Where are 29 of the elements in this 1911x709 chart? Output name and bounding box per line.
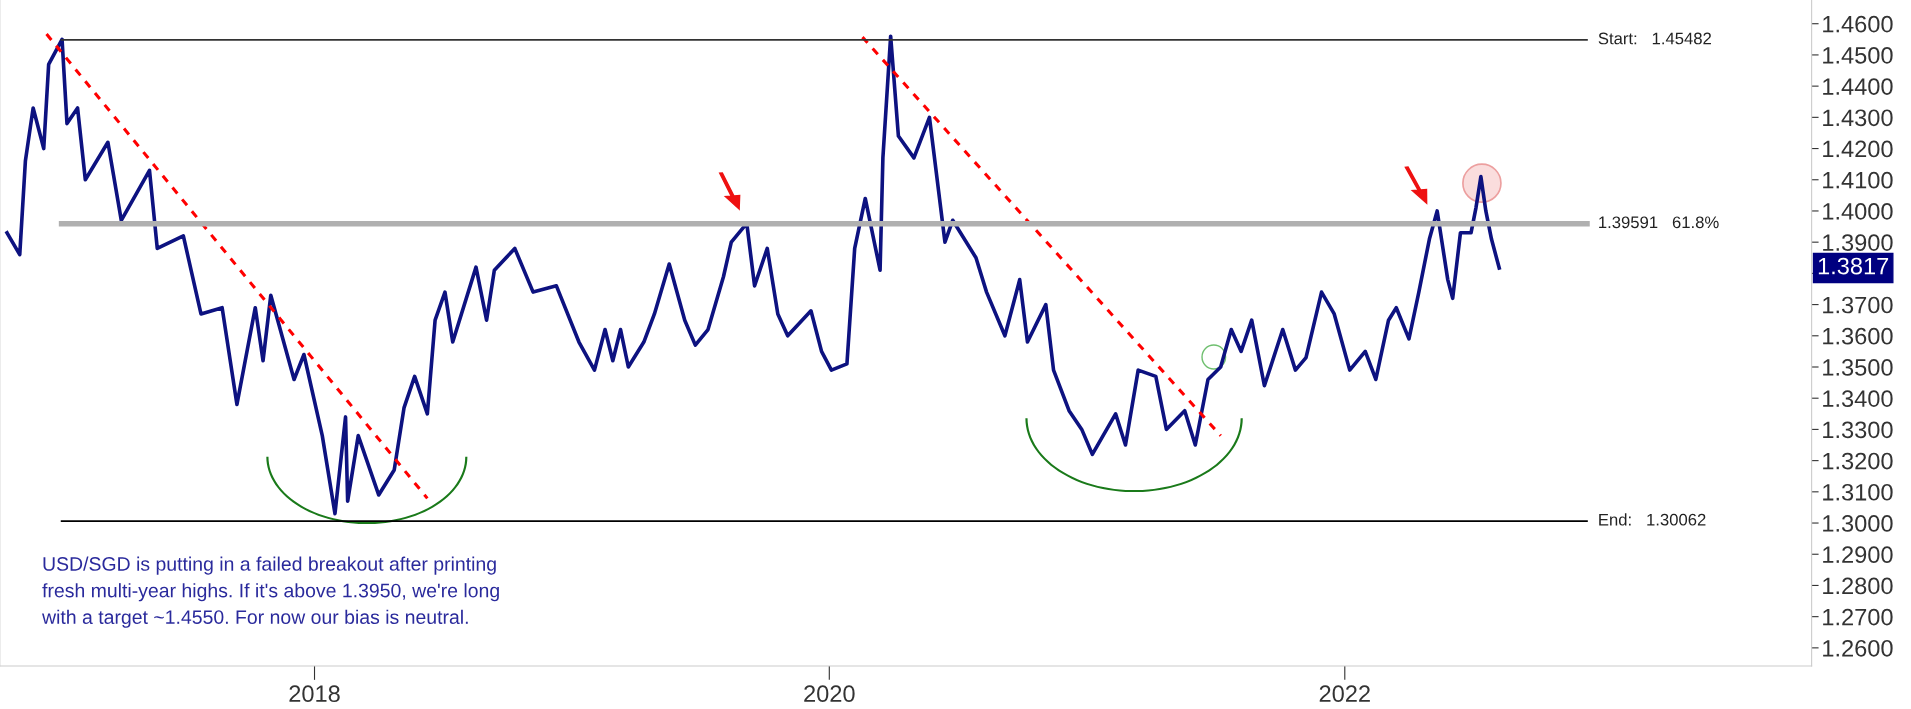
- y-tick-label: 1.4400: [1823, 78, 1893, 95]
- y-tick-label: 1.2700: [1823, 608, 1893, 626]
- ref-line-label: End: 1.30062: [1599, 513, 1706, 526]
- y-tick-label: 1.4600: [1823, 15, 1893, 33]
- line-series: [5, 34, 1502, 516]
- y-tick-label: 1.3700: [1823, 296, 1893, 314]
- y-tick-label: 1.2900: [1823, 546, 1893, 564]
- annotation: USD/SGD is putting in a failed breakout after printing fresh multi-year highs. If it's above 1.3950, we're long with a target ~1.4550. For now our bias is neutral.: [42, 556, 499, 628]
- y-tick-label: 1.3500: [1823, 359, 1893, 376]
- x-tick-label: 2018: [289, 685, 340, 703]
- ref-line-label: 1.39591 61.8%: [1599, 216, 1719, 229]
- x-tick-label: 2020: [804, 685, 855, 703]
- y-tick-label: 1.4200: [1823, 140, 1893, 158]
- y-tick-label: 1.4000: [1823, 203, 1893, 220]
- y-tick-label: 1.3000: [1823, 515, 1893, 532]
- y-tick-label: 1.4100: [1823, 171, 1893, 189]
- y-tick-label: 1.3100: [1823, 483, 1893, 501]
- y-tick-label: 1.3600: [1823, 327, 1893, 345]
- y-tick-label: 1.4500: [1823, 46, 1893, 64]
- y-tick-label: 1.3200: [1823, 452, 1893, 470]
- text: 1.3817: [1818, 257, 1889, 275]
- y-tick-label: 1.3300: [1823, 421, 1893, 439]
- x-tick-label: 2022: [1319, 685, 1370, 703]
- y-tick-label: 1.2800: [1823, 577, 1893, 595]
- ref-line-label: Start: 1.45482: [1598, 32, 1711, 45]
- y-tick-label: 1.4300: [1823, 109, 1893, 127]
- y-tick-label: 1.3400: [1823, 390, 1893, 407]
- y-tick-label: 1.2600: [1823, 639, 1893, 657]
- y-tick-label: 1.3900: [1823, 234, 1893, 251]
